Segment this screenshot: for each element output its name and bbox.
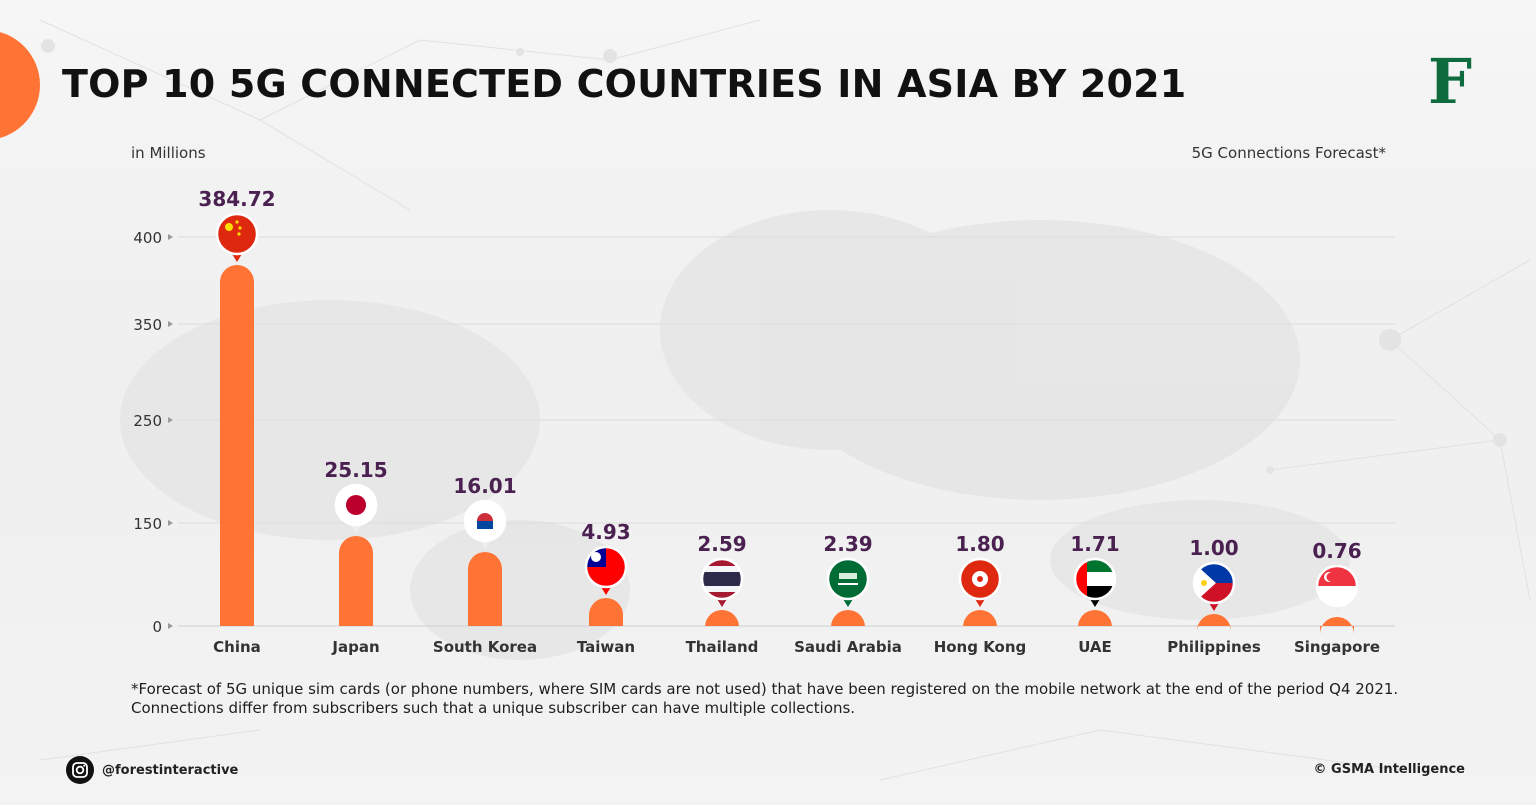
y-tick-marker bbox=[168, 417, 173, 423]
bar-uae bbox=[1078, 610, 1112, 627]
y-tick-marker bbox=[168, 234, 173, 240]
saudi-arabia-flag-icon bbox=[826, 557, 870, 607]
china-flag-icon bbox=[215, 212, 259, 262]
value-label: 16.01 bbox=[453, 474, 516, 498]
value-label: 1.71 bbox=[1070, 532, 1119, 556]
category-label: Philippines bbox=[1167, 638, 1261, 656]
bar-hong-kong bbox=[963, 610, 997, 627]
y-tick-label: 400 bbox=[133, 229, 162, 247]
hong-kong-flag-icon bbox=[958, 557, 1002, 607]
japan-flag-icon bbox=[334, 483, 378, 533]
bar-philippines bbox=[1197, 614, 1231, 631]
y-tick-marker bbox=[168, 623, 173, 629]
forest-logo: F bbox=[1427, 45, 1473, 118]
category-label: Singapore bbox=[1294, 638, 1380, 656]
y-tick-marker bbox=[168, 520, 173, 526]
value-label: 2.59 bbox=[697, 532, 746, 556]
singapore-flag-icon bbox=[1315, 564, 1359, 614]
footnote: *Forecast of 5G unique sim cards (or pho… bbox=[131, 680, 1461, 718]
taiwan-flag-icon bbox=[584, 545, 628, 595]
bar-thailand bbox=[705, 610, 739, 627]
value-label: 1.00 bbox=[1189, 536, 1238, 560]
uae-flag-icon bbox=[1073, 557, 1117, 607]
category-label: Thailand bbox=[686, 638, 759, 656]
forecast-note: 5G Connections Forecast* bbox=[1191, 144, 1386, 162]
y-tick-label: 250 bbox=[133, 412, 162, 430]
thailand-flag-icon bbox=[700, 557, 744, 607]
value-label: 25.15 bbox=[324, 458, 387, 482]
south-korea-flag-icon bbox=[463, 499, 507, 549]
social-handle: @forestinteractive bbox=[102, 762, 239, 778]
category-label: UAE bbox=[1078, 638, 1112, 656]
philippines-flag-icon bbox=[1192, 561, 1236, 611]
bar-south-korea bbox=[468, 552, 502, 626]
instagram-icon bbox=[66, 756, 94, 784]
category-label: Hong Kong bbox=[934, 638, 1027, 656]
value-label: 0.76 bbox=[1312, 539, 1361, 563]
y-tick-label: 0 bbox=[152, 618, 162, 636]
category-label: South Korea bbox=[433, 638, 537, 656]
value-label: 2.39 bbox=[823, 532, 872, 556]
category-label: Saudi Arabia bbox=[794, 638, 902, 656]
bar-singapore bbox=[1320, 617, 1354, 634]
value-label: 4.93 bbox=[581, 520, 630, 544]
y-axis-unit-label: in Millions bbox=[131, 144, 206, 162]
source-credit: © GSMA Intelligence bbox=[1313, 762, 1465, 777]
category-label: Japan bbox=[331, 638, 379, 656]
value-label: 1.80 bbox=[955, 532, 1004, 556]
bar-japan bbox=[339, 536, 373, 626]
value-label: 384.72 bbox=[198, 187, 275, 211]
y-tick-label: 350 bbox=[133, 316, 162, 334]
footnote-line-2: Connections differ from subscribers such… bbox=[131, 699, 856, 717]
category-label: Taiwan bbox=[577, 638, 635, 656]
bar-saudi-arabia bbox=[831, 610, 865, 627]
page-title: TOP 10 5G CONNECTED COUNTRIES IN ASIA BY… bbox=[62, 62, 1187, 106]
social-link[interactable]: @forestinteractive bbox=[66, 756, 238, 784]
bar-china bbox=[220, 265, 254, 626]
category-label: China bbox=[213, 638, 261, 656]
bar-taiwan bbox=[589, 598, 623, 626]
footnote-line-1: *Forecast of 5G unique sim cards (or pho… bbox=[131, 680, 1399, 698]
y-tick-marker bbox=[168, 321, 173, 327]
y-tick-label: 150 bbox=[133, 515, 162, 533]
